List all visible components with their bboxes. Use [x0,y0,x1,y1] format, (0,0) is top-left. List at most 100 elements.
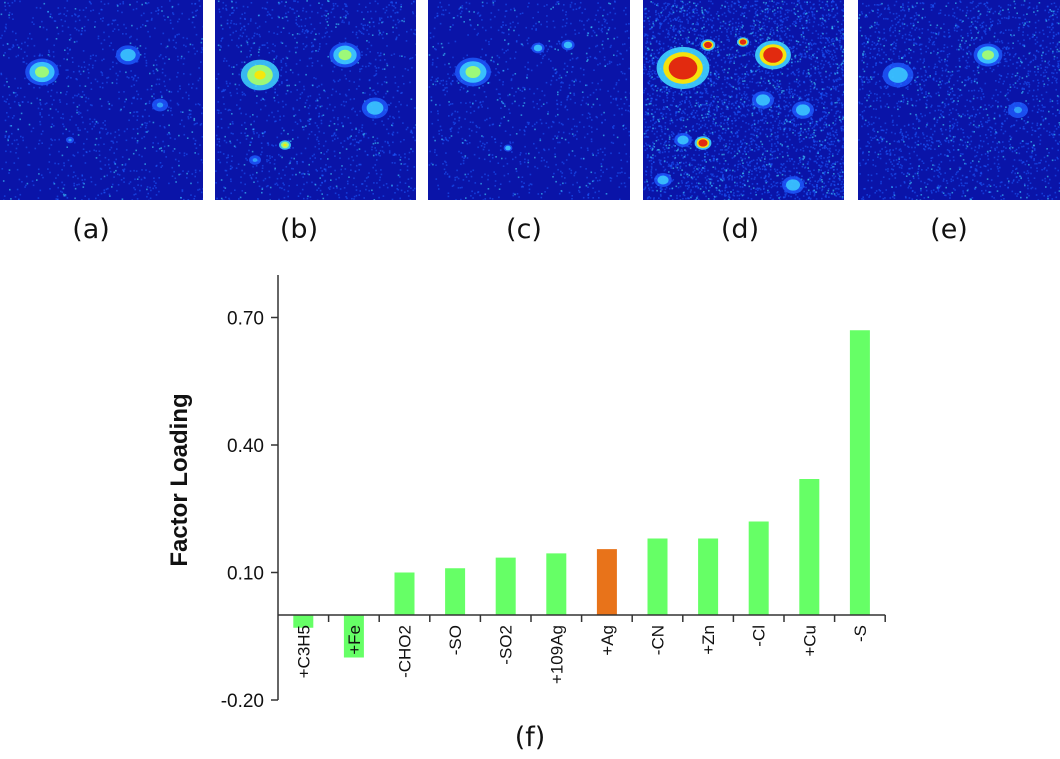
noise-pixel [95,137,98,140]
noise-pixel [558,192,561,195]
noise-pixel [307,173,309,175]
noise-pixel [277,110,279,112]
noise-pixel [225,82,228,85]
noise-pixel [500,117,503,120]
noise-pixel [53,125,55,127]
noise-pixel [344,3,346,5]
noise-pixel [756,46,759,49]
noise-pixel [494,0,496,2]
noise-pixel [345,14,347,17]
noise-pixel [123,181,125,183]
noise-pixel [195,14,197,17]
noise-pixel [731,22,734,25]
noise-pixel [264,177,267,180]
noise-pixel [394,82,397,84]
noise-pixel [82,182,84,184]
noise-pixel [567,95,570,97]
noise-pixel [381,21,383,24]
noise-pixel [490,12,493,14]
noise-pixel [660,79,662,81]
noise-pixel [751,127,753,129]
noise-pixel [180,57,183,60]
noise-pixel [749,50,752,53]
noise-pixel [225,141,228,144]
noise-pixel [303,173,306,175]
noise-pixel [277,80,279,82]
noise-pixel [669,104,672,106]
noise-pixel [291,34,294,36]
noise-pixel [74,20,77,23]
noise-pixel [701,124,704,127]
noise-pixel [238,73,240,76]
noise-pixel [790,9,793,12]
noise-pixel [755,32,757,34]
hotspot [505,145,511,151]
noise-pixel [517,176,520,179]
noise-pixel [94,183,97,186]
noise-pixel [39,112,41,114]
noise-pixel [562,182,564,185]
noise-pixel [450,135,453,137]
noise-pixel [413,126,415,129]
noise-pixel [262,135,265,137]
noise-pixel [379,176,381,179]
noise-pixel [134,178,136,181]
noise-pixel [319,97,321,99]
noise-pixel [678,29,680,32]
noise-pixel [464,139,466,142]
noise-pixel [318,32,320,35]
noise-pixel [315,50,317,52]
noise-pixel [76,106,79,108]
noise-pixel [392,122,394,125]
noise-pixel [175,181,177,183]
noise-pixel [16,168,19,171]
noise-pixel [134,74,137,77]
noise-pixel [813,53,816,55]
noise-pixel [793,117,795,120]
noise-pixel [403,83,405,85]
noise-pixel [27,83,30,85]
noise-pixel [662,47,665,50]
noise-pixel [601,151,604,153]
noise-pixel [652,189,654,192]
noise-pixel [392,26,394,29]
noise-pixel [236,88,238,90]
noise-pixel [264,21,267,23]
noise-pixel [217,44,220,47]
noise-pixel [143,56,146,58]
noise-pixel [349,143,352,146]
noise-pixel [321,3,324,6]
noise-pixel [335,185,338,188]
noise-pixel [613,114,616,116]
noise-pixel [355,31,358,34]
noise-pixel [735,10,738,12]
noise-pixel [803,27,806,29]
noise-pixel [749,164,751,167]
noise-pixel [64,20,66,23]
noise-pixel [235,64,238,66]
noise-pixel [148,102,151,104]
noise-pixel [813,42,816,45]
noise-pixel [39,99,42,101]
noise-pixel [677,38,680,41]
noise-pixel [816,181,819,183]
noise-pixel [89,123,91,125]
noise-pixel [372,89,375,91]
noise-pixel [590,140,593,143]
noise-pixel [550,79,553,82]
noise-pixel [696,86,699,89]
noise-pixel [56,64,59,67]
noise-pixel [663,169,666,172]
noise-pixel [496,99,499,101]
noise-pixel [629,110,630,113]
noise-pixel [741,158,744,160]
noise-pixel [540,196,543,199]
noise-pixel [114,136,116,139]
noise-pixel [762,66,765,69]
noise-pixel [647,61,650,64]
noise-pixel [553,172,555,175]
noise-pixel [64,195,67,197]
noise-pixel [366,29,368,32]
noise-pixel [183,198,185,200]
noise-pixel [191,87,193,89]
